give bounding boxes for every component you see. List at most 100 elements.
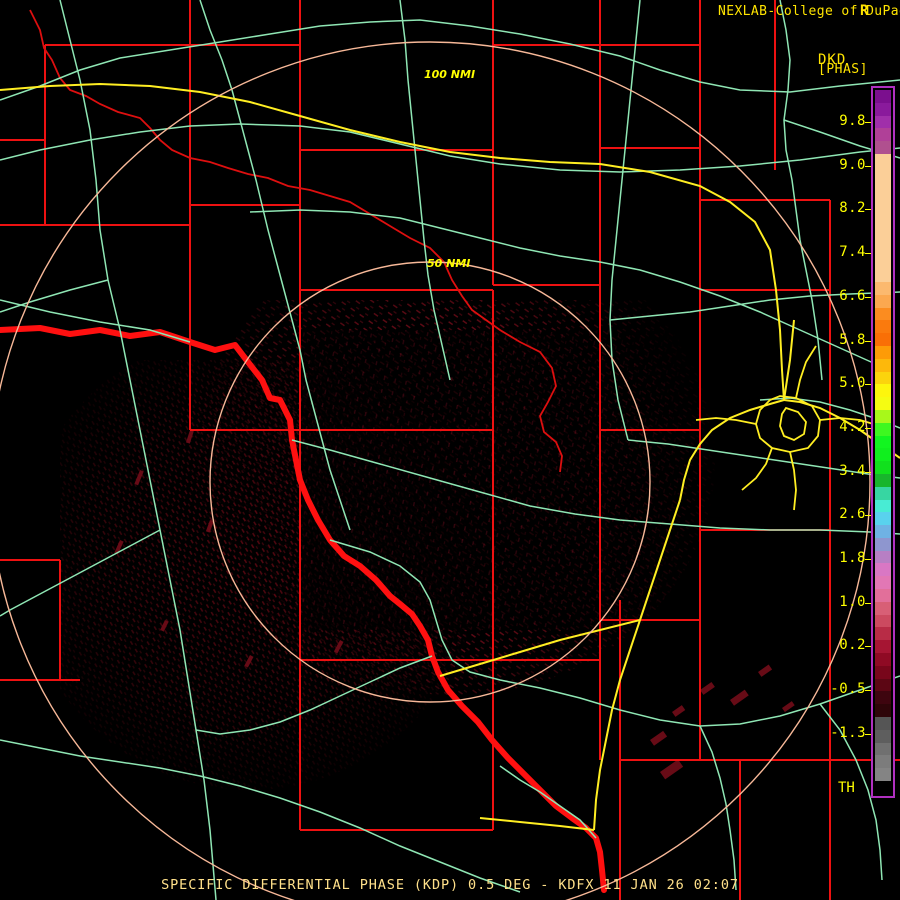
colorbar-swatch [875,768,891,782]
colorbar-swatch [875,345,891,359]
colorbar-swatch [875,665,891,679]
colorbar-tick: 9.8 [839,113,866,129]
colorbar-swatch [875,717,891,730]
colorbar-swatch [875,409,891,423]
colorbar-swatch [875,691,891,705]
colorbar[interactable] [871,86,895,798]
colorbar-swatch [875,320,891,334]
colorbar-swatch [875,90,891,103]
range-ring-100nmi [0,41,871,900]
colorbar-swatch [875,281,891,295]
colorbar-tick: 0.2 [839,637,866,654]
colorbar-swatches [875,90,891,794]
colorbar-tickmark [865,559,871,560]
colorbar-tickmark [865,384,871,386]
colorbar-swatch [875,755,891,769]
colorbar-tick: 1.0 [839,593,866,610]
colorbar-tickmark [865,733,871,735]
colorbar-tickmark [865,471,871,473]
colorbar-tick-labels: 9.8 9.0 8.2 7.4 6.6 5.8 5.0 4.2 3.4 2.6 1.8 1.0 0.2 -… [818,86,871,798]
colorbar-swatch [875,512,891,526]
colorbar-swatch [875,589,891,602]
colorbar-swatch [875,742,891,756]
colorbar-swatch [875,537,891,551]
colorbar-tick: 7.4 [839,244,866,261]
colorbar-swatch [875,563,891,577]
colorbar-tick: -0.5 [830,681,866,698]
colorbar-swatch [875,729,891,743]
colorbar-swatch [875,781,891,794]
range-rings [0,41,871,900]
colorbar-swatch [875,601,891,615]
colorbar-tickmark [865,122,871,123]
colorbar-swatch [875,307,891,321]
colorbar-swatch [875,294,891,308]
colorbar-swatch [875,153,891,167]
colorbar-swatch [875,166,891,180]
colorbar-swatch [875,230,891,244]
colorbar-swatch [875,141,891,154]
colorbar-tickmark [865,427,871,429]
colorbar-tick: 6.6 [839,287,866,304]
range-ring-50nmi [209,261,651,703]
colorbar-swatch [875,627,891,641]
colorbar-tick: 5.0 [839,375,866,392]
colorbar-swatch [875,653,891,666]
colorbar-swatch [875,128,891,142]
colorbar-swatch [875,205,891,218]
colorbar-tickmark [865,165,871,167]
colorbar-swatch [875,179,891,193]
colorbar-swatch [875,115,891,129]
colorbar-tick: 5.8 [839,331,866,348]
colorbar-threshold-label: TH [838,780,855,796]
colorbar-swatch [875,358,891,372]
city-street-network [695,345,881,511]
colorbar-tick: 3.4 [839,462,866,479]
state-boundary-river [0,9,607,893]
colorbar-swatch [875,704,891,718]
colorbar-swatch [875,678,891,692]
colorbar-tickmark [865,646,871,648]
colorbar-tick: 8.2 [839,200,866,217]
colorbar-tick: -1.3 [830,724,866,741]
colorbar-swatch [875,550,891,564]
colorbar-swatch [875,333,891,346]
colorbar-tickmark [865,209,871,211]
colorbar-tick: 1.8 [839,550,866,566]
colorbar-swatch [875,243,891,257]
colorbar-tickmark [865,253,871,255]
colorbar-swatch [875,256,891,270]
colorbar-swatch [875,192,891,206]
colorbar-swatch [875,102,891,116]
colorbar-swatch [875,371,891,385]
colorbar-swatch [875,461,891,474]
colorbar-swatch [875,448,891,462]
radar-echo-layer [60,300,795,820]
colorbar-swatch [875,435,891,449]
colorbar-swatch [875,525,891,538]
colorbar-tickmark [865,340,871,342]
colorbar-swatch [875,473,891,487]
colorbar-swatch [875,384,891,398]
colorbar-swatch [875,499,891,513]
colorbar-swatch [875,486,891,500]
colorbar-tick: 9.0 [839,156,866,173]
colorbar-tickmark [865,602,871,604]
colorbar-tick: 2.6 [839,506,866,523]
colorbar-swatch [875,269,891,282]
colorbar-swatch [875,576,891,590]
colorbar-swatch [875,217,891,231]
colorbar-swatch [875,614,891,628]
colorbar-tickmark [865,515,871,517]
colorbar-swatch [875,422,891,436]
colorbar-swatch [875,397,891,410]
colorbar-tickmark [865,690,871,692]
colorbar-swatch [875,640,891,654]
colorbar-tickmark [865,296,871,298]
colorbar-tick: 4.2 [839,418,866,435]
